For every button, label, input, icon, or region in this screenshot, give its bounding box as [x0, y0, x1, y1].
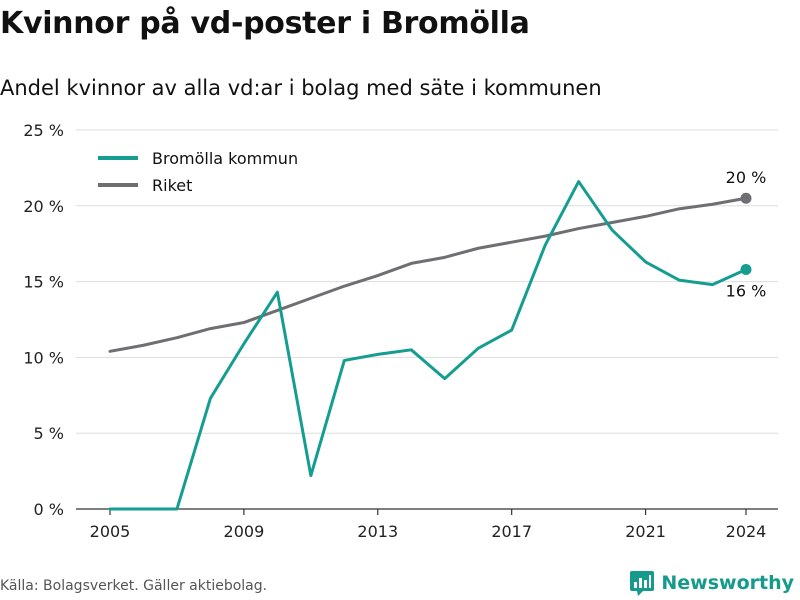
x-tick-label: 2017 [491, 522, 532, 541]
y-tick-label: 25 % [23, 121, 64, 140]
series-lines [108, 180, 752, 511]
end-point-marker [740, 263, 752, 275]
y-tick-label: 20 % [23, 197, 64, 216]
chart-title: Kvinnor på vd-poster i Bromölla [0, 6, 530, 41]
x-axis-ticks: 2005 2009 2013 2017 2021 2024 [90, 509, 767, 541]
x-tick-label: 2013 [357, 522, 398, 541]
newsworthy-logo-icon [630, 571, 655, 596]
y-tick-label: 0 % [34, 500, 64, 519]
y-tick-label: 5 % [34, 424, 64, 443]
brand-logo[interactable]: Newsworthy [629, 570, 794, 596]
legend-label: Bromölla kommun [152, 149, 298, 168]
legend-label: Riket [152, 176, 192, 195]
brand-name: Newsworthy [661, 572, 794, 594]
gridlines [76, 129, 778, 510]
end-value-label: 16 % [726, 281, 767, 300]
x-tick-label: 2005 [90, 522, 131, 541]
chart-subtitle: Andel kvinnor av alla vd:ar i bolag med … [0, 76, 602, 100]
end-point-marker [740, 192, 752, 204]
series-line-bromolla [108, 180, 748, 511]
y-axis-ticks: 0 % 5 % 10 % 15 % 20 % 25 % [23, 121, 64, 519]
x-tick-label: 2024 [726, 522, 767, 541]
series-line-riket [108, 196, 748, 353]
source-note: Källa: Bolagsverket. Gäller aktiebolag. [0, 578, 268, 594]
legend: Bromölla kommun Riket [98, 149, 298, 195]
x-tick-label: 2009 [224, 522, 265, 541]
y-tick-label: 10 % [23, 348, 64, 367]
y-tick-label: 15 % [23, 273, 64, 292]
end-labels: 20 % 16 % [726, 168, 767, 300]
x-tick-label: 2021 [625, 522, 666, 541]
end-value-label: 20 % [726, 168, 767, 187]
